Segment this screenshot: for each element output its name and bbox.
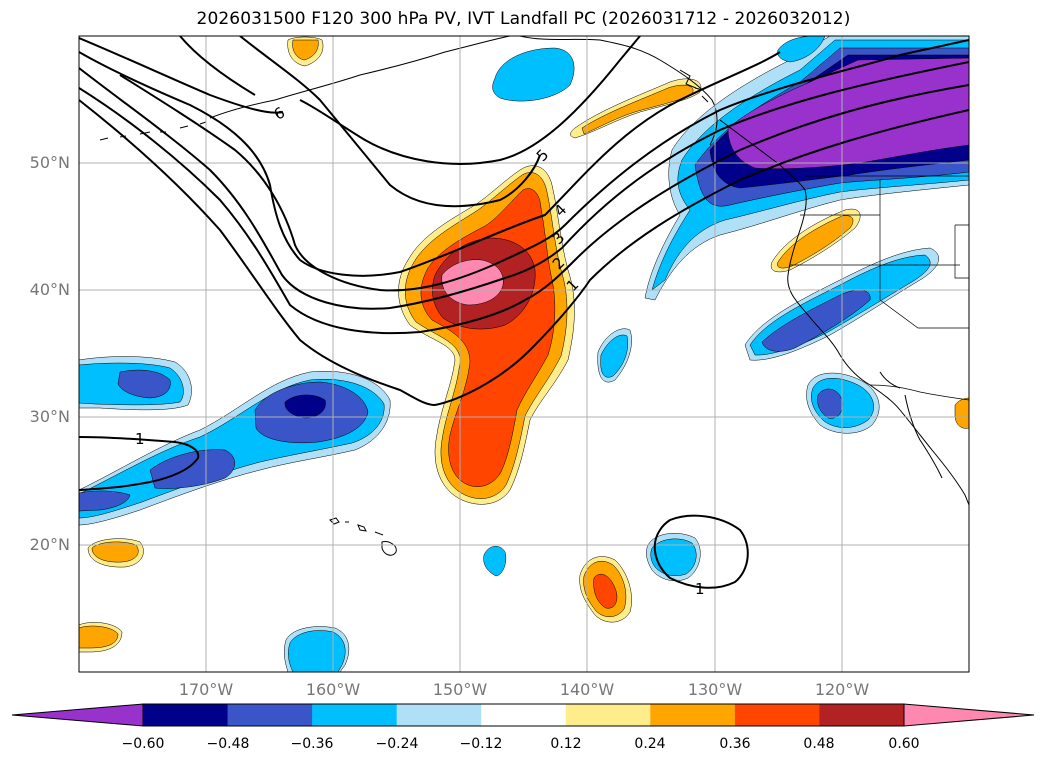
lat-label-20n: 20°N (29, 535, 70, 554)
colorbar-tick-neg036: −0.36 (290, 736, 334, 752)
map-plot-area: 6 5 4 3 2 1 1 1 (79, 36, 969, 672)
lon-label-140w: 140°W (559, 680, 615, 699)
colorbar-cell (143, 704, 229, 726)
colorbar-cell (227, 704, 313, 726)
colorbar-cell (312, 704, 398, 726)
colorbar-cell (481, 704, 567, 726)
lon-label-120w: 120°W (814, 680, 870, 699)
colorbar-cell (819, 704, 905, 726)
pv-contours (79, 36, 969, 589)
political-borders (790, 175, 969, 401)
colorbar-tick-036: 0.36 (719, 736, 751, 752)
pv-label-1b: 1 (135, 430, 145, 448)
lon-label-170w: 170°W (178, 680, 234, 699)
colorbar-tick-048: 0.48 (803, 736, 835, 752)
colorbar-extend-high (903, 703, 1035, 727)
colorbar-tick-neg024: −0.24 (375, 736, 419, 752)
colorbar-extend-low (11, 703, 144, 727)
lon-label-150w: 150°W (432, 680, 488, 699)
positive-anomaly-fill (79, 36, 969, 653)
colorbar-cell (565, 704, 651, 726)
colorbar (11, 703, 1035, 727)
colorbar-tick-neg048: −0.48 (206, 736, 250, 752)
colorbar-tick-024: 0.24 (634, 736, 666, 752)
graticule (79, 36, 969, 672)
lon-label-130w: 130°W (687, 680, 743, 699)
lat-label-40n: 40°N (29, 280, 70, 299)
lon-label-160w: 160°W (305, 680, 361, 699)
map-frame (78, 35, 970, 673)
lat-label-30n: 30°N (29, 407, 70, 426)
colorbar-tick-neg012: −0.12 (459, 736, 503, 752)
colorbar-tick-neg060: −0.60 (121, 736, 165, 752)
colorbar-cell (650, 704, 736, 726)
lat-label-50n: 50°N (29, 153, 70, 172)
colorbar-tick-060: 0.60 (888, 736, 920, 752)
colorbar-cell (734, 704, 820, 726)
colorbar-tick-012: 0.12 (550, 736, 582, 752)
pv-label-1c: 1 (695, 580, 705, 598)
map-title: 2026031500 F120 300 hPa PV, IVT Landfall… (196, 9, 851, 29)
colorbar-cells (11, 703, 1035, 727)
colorbar-cell (396, 704, 482, 726)
